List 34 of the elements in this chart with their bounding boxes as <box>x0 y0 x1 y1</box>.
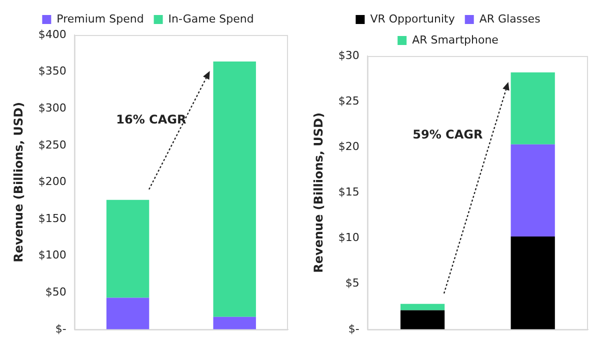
legend-label: VR Opportunity <box>370 12 456 26</box>
y-tick-label: $250 <box>38 138 66 152</box>
bar <box>510 72 555 144</box>
y-tick-label: $25 <box>338 94 360 108</box>
y-tick-label: $150 <box>38 212 66 225</box>
y-tick-label: $- <box>348 322 360 336</box>
annotation: 16% CAGR <box>116 112 186 126</box>
y-tick-label: $20 <box>338 140 360 153</box>
legend-label: In-Game Spend <box>168 12 254 26</box>
y-tick-label: $200 <box>38 175 66 188</box>
y-axis-title: Revenue (Billions, USD) <box>311 112 326 273</box>
bar <box>510 236 555 330</box>
bar <box>106 200 150 298</box>
y-tick-label: $350 <box>38 64 66 78</box>
annotation: 59% CAGR <box>412 127 483 142</box>
bar <box>400 310 445 330</box>
y-tick-label: $5 <box>345 276 360 290</box>
legend-label: AR Smartphone <box>412 33 499 46</box>
bar <box>106 298 150 330</box>
y-tick-label: $- <box>55 322 66 336</box>
bar <box>400 304 445 310</box>
legend-label: Premium Spend <box>56 12 144 26</box>
bar <box>213 316 256 330</box>
y-tick-label: $10 <box>338 231 360 244</box>
y-tick-label: $15 <box>338 186 360 199</box>
y-tick-label: $30 <box>338 48 360 62</box>
legend-label: AR Glasses <box>479 12 541 26</box>
y-axis-title: Revenue (Billions, USD) <box>11 102 26 262</box>
y-tick-label: $100 <box>38 248 66 262</box>
y-tick-label: $300 <box>38 101 66 114</box>
y-tick-label: $50 <box>45 285 66 298</box>
y-tick-label: $400 <box>38 28 66 41</box>
bar <box>213 61 256 317</box>
bar <box>510 144 555 236</box>
